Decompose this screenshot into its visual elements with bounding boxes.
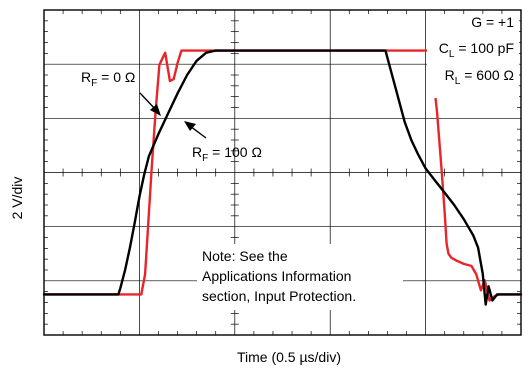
note-line-3: section, Input Protection. xyxy=(202,288,356,304)
series-label-rf-0: RF = 0 Ω xyxy=(81,69,135,89)
arrow-line-rf-100 xyxy=(189,125,207,139)
series-label-rf-100: RF = 100 Ω xyxy=(192,144,262,164)
annotation-rf-100: RF = 100 Ω xyxy=(184,121,262,164)
test-conditions: G = +1 CL = 100 pF RL = 600 Ω xyxy=(427,14,519,98)
arrowhead-rf-100 xyxy=(184,121,196,131)
note-line-1: Note: See the xyxy=(202,248,288,264)
x-axis-label: Time (0.5 µs/div) xyxy=(237,349,341,365)
note-line-2: Applications Information xyxy=(202,268,351,284)
conditions-background xyxy=(427,16,519,98)
note-block: Note: See the Applications Information s… xyxy=(197,244,403,310)
condition-load-resistance: RL = 600 Ω xyxy=(445,67,514,87)
condition-load-capacitance: CL = 100 pF xyxy=(439,40,514,60)
note-background xyxy=(197,244,403,310)
condition-gain: G = +1 xyxy=(471,14,514,30)
y-axis-label: 2 V/div xyxy=(9,177,25,220)
annotation-rf-0: RF = 0 Ω xyxy=(81,69,161,116)
plot-frame xyxy=(43,9,522,336)
trace-rf-100 xyxy=(42,49,523,306)
arrowhead-rf-0 xyxy=(150,104,161,116)
